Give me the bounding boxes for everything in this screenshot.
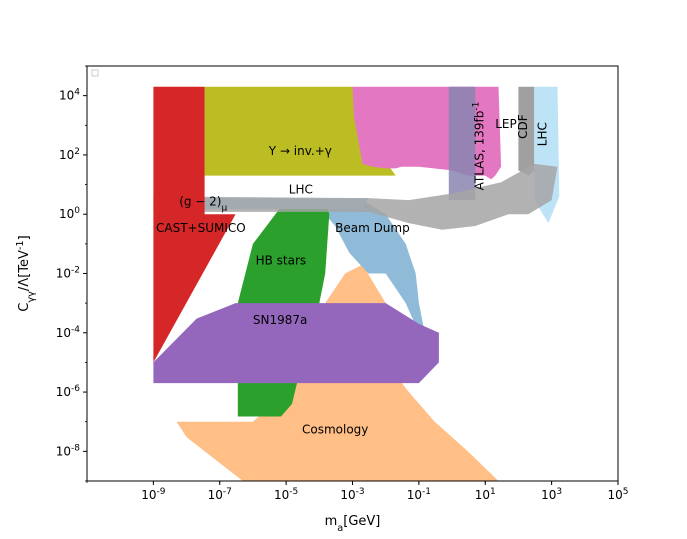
x-tick-label: 101 [475, 487, 496, 502]
y-tick-label: 10-6 [56, 384, 81, 399]
region-label-lhc-small: LHC [289, 183, 313, 197]
region-label-cast-sumico: CAST+SUMICO [156, 221, 246, 235]
x-tick-label: 10-5 [274, 487, 298, 502]
region-label-upsilon: Υ → inv.+γ [268, 144, 332, 158]
region-label-cdf: CDF [516, 114, 530, 139]
y-axis-label: Cγγ/Λ[TeV-1] [15, 235, 37, 311]
y-axis: 104 102 100 10-2 10-4 10-6 10-8 [56, 65, 87, 482]
region-g-2 [153, 163, 558, 230]
region-beam-dump [325, 200, 425, 333]
x-tick-label: 10-9 [141, 487, 166, 502]
region-labels: Cosmology Beam Dump HB stars LHC Υ → inv.+γ L… [156, 102, 550, 437]
x-tick-label: 105 [607, 487, 628, 502]
x-tick-label: 10-3 [340, 487, 364, 502]
region-label-hb-stars: HB stars [256, 254, 307, 268]
x-tick-label: 103 [541, 487, 562, 502]
region-label-atlas: ATLAS, 139fb-1 [472, 102, 487, 191]
y-tick-label: 10-2 [56, 266, 80, 281]
region-sn1987a [153, 303, 439, 384]
y-tick-label: 100 [59, 206, 80, 221]
exclusion-regions [153, 86, 560, 481]
x-axis-label: ma[GeV] [325, 514, 381, 534]
region-atlas [448, 86, 476, 201]
region-label-sn1987a: SN1987a [253, 313, 308, 327]
region-label-cosmology: Cosmology [302, 423, 368, 437]
region-label-g-2: (g − 2)μ [179, 194, 227, 213]
x-tick-label: 10-7 [208, 487, 232, 502]
region-cast-sumico [153, 86, 236, 363]
legend-box [91, 69, 99, 77]
region-upsilon [204, 86, 396, 176]
y-tick-label: 10-4 [56, 325, 81, 340]
region-label-lhc-large: LHC [536, 122, 550, 146]
y-tick-label: 10-8 [56, 443, 81, 458]
region-label-lep: LEP [495, 117, 517, 131]
region-label-beam-dump: Beam Dump [335, 221, 410, 235]
region-cdf [518, 86, 535, 176]
y-tick-label: 104 [59, 88, 80, 103]
y-tick-label: 102 [59, 147, 80, 162]
x-axis: 10-9 10-7 10-5 10-3 10-1 101 103 105 [86, 481, 629, 502]
x-tick-label: 10-1 [407, 487, 431, 502]
